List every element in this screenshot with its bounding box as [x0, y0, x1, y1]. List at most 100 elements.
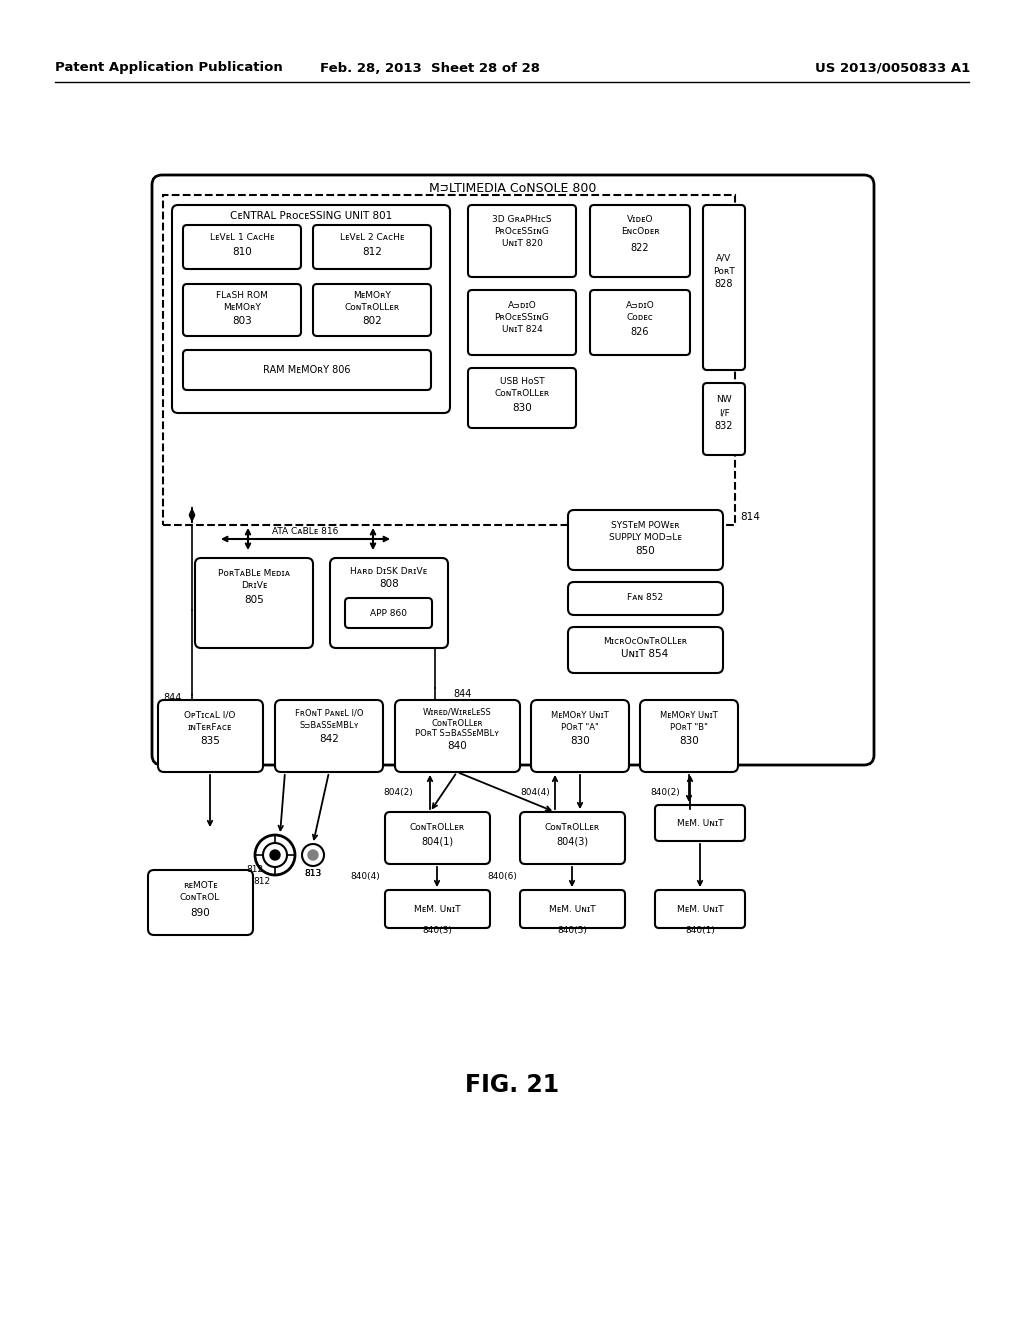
Text: MᴇM. UɴɪT: MᴇM. UɴɪT — [549, 904, 595, 913]
Text: 805: 805 — [244, 595, 264, 605]
Text: UɴɪT 854: UɴɪT 854 — [622, 649, 669, 659]
Text: A/V: A/V — [717, 253, 731, 263]
FancyBboxPatch shape — [655, 890, 745, 928]
Text: 808: 808 — [379, 579, 399, 589]
FancyBboxPatch shape — [520, 890, 625, 928]
Text: RAM MᴇMOʀY 806: RAM MᴇMOʀY 806 — [263, 366, 351, 375]
Text: CᴏɴTʀOL: CᴏɴTʀOL — [180, 894, 220, 903]
Text: POʀT SᴝBᴀSSᴇMBLʏ: POʀT SᴝBᴀSSᴇMBLʏ — [415, 730, 499, 738]
Text: 830: 830 — [679, 737, 698, 746]
Text: 842: 842 — [319, 734, 339, 744]
Text: 804(2): 804(2) — [383, 788, 413, 796]
Text: MᴇM. UɴɪT: MᴇM. UɴɪT — [677, 904, 723, 913]
Text: MɪᴄʀOᴄOɴTʀOLLᴇʀ: MɪᴄʀOᴄOɴTʀOLLᴇʀ — [603, 636, 687, 645]
FancyBboxPatch shape — [195, 558, 313, 648]
Text: 840(4): 840(4) — [350, 873, 380, 882]
Text: UɴɪT 824: UɴɪT 824 — [502, 325, 543, 334]
Text: FIG. 21: FIG. 21 — [465, 1073, 559, 1097]
Text: SYSTᴇM POWᴇʀ: SYSTᴇM POWᴇʀ — [610, 521, 679, 531]
Text: CᴏɴTʀOLLᴇʀ: CᴏɴTʀOLLᴇʀ — [545, 822, 600, 832]
Text: MᴇMOʀY: MᴇMOʀY — [353, 292, 391, 301]
FancyBboxPatch shape — [345, 598, 432, 628]
Text: Hᴀʀᴅ DɪSK DʀɪVᴇ: Hᴀʀᴅ DɪSK DʀɪVᴇ — [350, 568, 428, 577]
Text: CᴏɴTʀOLLᴇʀ: CᴏɴTʀOLLᴇʀ — [344, 304, 399, 313]
FancyBboxPatch shape — [703, 205, 745, 370]
Text: Patent Application Publication: Patent Application Publication — [55, 62, 283, 74]
FancyBboxPatch shape — [590, 290, 690, 355]
FancyBboxPatch shape — [468, 368, 575, 428]
Text: 830: 830 — [570, 737, 590, 746]
Text: 813: 813 — [304, 870, 322, 879]
Text: 812: 812 — [362, 247, 382, 257]
Text: 830: 830 — [512, 403, 531, 413]
Text: 814: 814 — [740, 512, 760, 521]
Text: 822: 822 — [631, 243, 649, 253]
Text: 840(3): 840(3) — [422, 925, 452, 935]
Text: DʀɪVᴇ: DʀɪVᴇ — [241, 582, 267, 590]
FancyBboxPatch shape — [172, 205, 450, 413]
FancyBboxPatch shape — [655, 805, 745, 841]
Text: 813: 813 — [304, 870, 322, 879]
Text: PᴏʀT: PᴏʀT — [713, 267, 735, 276]
Text: FʀOɴT PᴀɴᴇL I/O: FʀOɴT PᴀɴᴇL I/O — [295, 709, 364, 718]
Text: 804(4): 804(4) — [520, 788, 550, 796]
Text: 828: 828 — [715, 279, 733, 289]
Text: 804(1): 804(1) — [421, 836, 453, 846]
Text: 826: 826 — [631, 327, 649, 337]
Text: Feb. 28, 2013  Sheet 28 of 28: Feb. 28, 2013 Sheet 28 of 28 — [319, 62, 540, 74]
Text: CᴏɴTʀOLLᴇʀ: CᴏɴTʀOLLᴇʀ — [410, 822, 465, 832]
Text: MᴇM. UɴɪT: MᴇM. UɴɪT — [677, 818, 723, 828]
FancyBboxPatch shape — [313, 224, 431, 269]
FancyBboxPatch shape — [468, 290, 575, 355]
FancyBboxPatch shape — [640, 700, 738, 772]
Text: MᴇMOʀY UɴɪT: MᴇMOʀY UɴɪT — [660, 710, 718, 719]
FancyBboxPatch shape — [152, 176, 874, 766]
Text: SUPPLY MODᴝLᴇ: SUPPLY MODᴝLᴇ — [608, 533, 681, 543]
FancyBboxPatch shape — [183, 284, 301, 337]
Text: OᴘTɪᴄᴀL I/O: OᴘTɪᴄᴀL I/O — [184, 710, 236, 719]
Text: 844: 844 — [163, 693, 181, 704]
FancyBboxPatch shape — [568, 582, 723, 615]
Text: 832: 832 — [715, 421, 733, 432]
Text: 844: 844 — [454, 689, 472, 700]
FancyBboxPatch shape — [183, 350, 431, 389]
Text: 810: 810 — [232, 247, 252, 257]
Text: CᴏɴTʀOLLᴇʀ: CᴏɴTʀOLLᴇʀ — [495, 389, 550, 399]
FancyBboxPatch shape — [330, 558, 449, 648]
Text: MᴇM. UɴɪT: MᴇM. UɴɪT — [414, 904, 461, 913]
Text: 840(2): 840(2) — [650, 788, 680, 796]
Text: ATA CᴀBLᴇ 816: ATA CᴀBLᴇ 816 — [271, 527, 338, 536]
Text: 802: 802 — [362, 315, 382, 326]
Text: USB HᴏST: USB HᴏST — [500, 378, 545, 387]
Circle shape — [270, 850, 280, 861]
Text: 803: 803 — [232, 315, 252, 326]
Text: 890: 890 — [190, 908, 210, 917]
Text: PᴏʀTᴀBLᴇ Mᴇᴅɪᴀ: PᴏʀTᴀBLᴇ Mᴇᴅɪᴀ — [218, 569, 290, 578]
Text: AᴝᴅɪO: AᴝᴅɪO — [626, 301, 654, 309]
Text: 840(6): 840(6) — [487, 873, 517, 882]
FancyBboxPatch shape — [148, 870, 253, 935]
FancyBboxPatch shape — [568, 510, 723, 570]
Text: POʀT "A": POʀT "A" — [561, 722, 599, 731]
FancyBboxPatch shape — [590, 205, 690, 277]
Text: MᴝLTIMEDIA CᴏNSOLE 800: MᴝLTIMEDIA CᴏNSOLE 800 — [429, 182, 597, 195]
Bar — [163, 195, 735, 525]
Text: POʀT "B": POʀT "B" — [670, 722, 708, 731]
Text: CᴏɴTʀOLLᴇʀ: CᴏɴTʀOLLᴇʀ — [431, 718, 482, 727]
Text: MᴇMOʀY: MᴇMOʀY — [223, 304, 261, 313]
Text: 840(1): 840(1) — [685, 925, 715, 935]
FancyBboxPatch shape — [385, 890, 490, 928]
Text: AᴝᴅɪO: AᴝᴅɪO — [508, 301, 537, 309]
Text: FLᴀSH ROM: FLᴀSH ROM — [216, 292, 268, 301]
Text: UɴɪT 820: UɴɪT 820 — [502, 239, 543, 248]
Text: EɴᴄOᴅᴇʀ: EɴᴄOᴅᴇʀ — [621, 227, 659, 236]
FancyBboxPatch shape — [385, 812, 490, 865]
FancyBboxPatch shape — [313, 284, 431, 337]
Text: 840: 840 — [447, 741, 467, 751]
FancyBboxPatch shape — [275, 700, 383, 772]
FancyBboxPatch shape — [568, 627, 723, 673]
Text: 804(3): 804(3) — [556, 836, 588, 846]
FancyBboxPatch shape — [531, 700, 629, 772]
Text: 3D GʀᴀPHɪᴄS: 3D GʀᴀPHɪᴄS — [493, 215, 552, 224]
Text: MᴇMOʀY UɴɪT: MᴇMOʀY UɴɪT — [551, 710, 609, 719]
